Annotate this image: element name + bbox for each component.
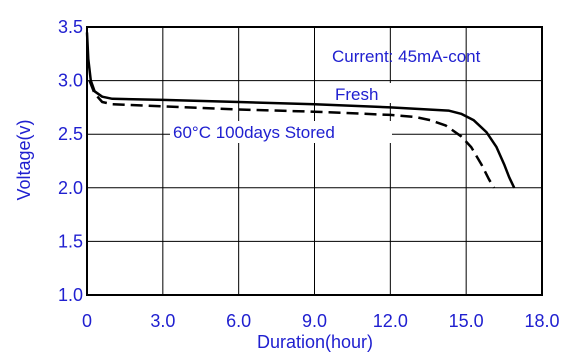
annotation-stored-bg <box>170 121 392 143</box>
y-tick-label: 1.0 <box>58 285 83 305</box>
y-tick-label: 2.5 <box>58 124 83 144</box>
y-tick-label: 3.0 <box>58 71 83 91</box>
annotation-current: Current: 45mA-cont <box>332 47 481 66</box>
annotation-fresh: Fresh <box>335 85 378 104</box>
annotation-stored: 60°C 100days Stored <box>173 123 335 142</box>
y-tick-label: 2.0 <box>58 178 83 198</box>
grid-lines <box>87 27 542 295</box>
y-tick-labels: 1.0 1.5 2.0 2.5 3.0 3.5 <box>58 17 83 305</box>
y-tick-label: 3.5 <box>58 17 83 37</box>
annotation-fresh-bg <box>332 83 394 103</box>
x-tick-labels: 0 3.0 6.0 9.0 12.0 15.0 18.0 <box>82 311 560 331</box>
x-tick-label: 12.0 <box>373 311 408 331</box>
y-axis-label: Voltage(v) <box>14 119 34 200</box>
y-tick-label: 1.5 <box>58 231 83 251</box>
x-tick-label: 9.0 <box>302 311 327 331</box>
x-tick-label: 6.0 <box>226 311 251 331</box>
x-tick-label: 0 <box>82 311 92 331</box>
series-lines <box>85 32 516 189</box>
series-line-dashed <box>88 80 496 189</box>
x-tick-label: 3.0 <box>150 311 175 331</box>
plot-frame <box>86 26 543 296</box>
x-tick-label: 15.0 <box>449 311 484 331</box>
x-tick-label: 18.0 <box>524 311 559 331</box>
x-axis-label: Duration(hour) <box>257 332 373 352</box>
